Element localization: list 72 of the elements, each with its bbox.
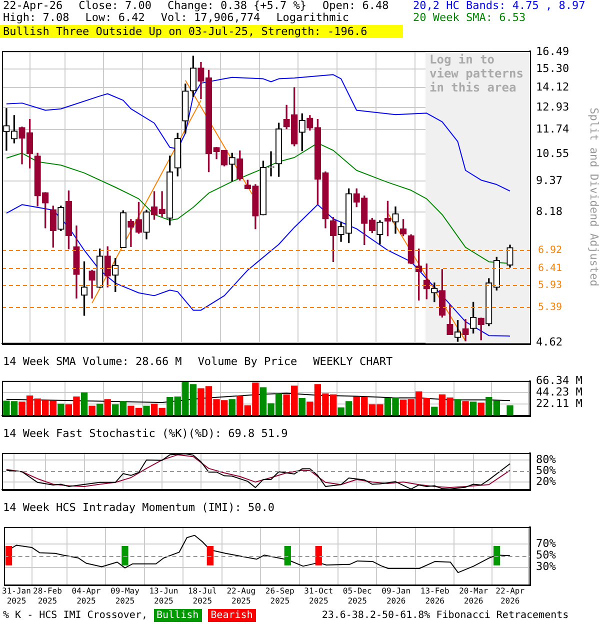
text: 22-Apr-26 [3, 0, 63, 12]
chart-title: 14 Week SMA Volume: 28.66 M [3, 355, 182, 368]
text: Open: 6.48 [322, 0, 389, 12]
y-tick-label: 20% [536, 474, 556, 488]
text: Change: 0.38 {+5.7 %} [167, 0, 307, 12]
bar [143, 406, 150, 416]
bar [298, 398, 306, 416]
y-tick-label: 12.93 [536, 100, 570, 114]
x-tick-label: 31-Oct 2025 [304, 586, 334, 606]
chart-title: 14 Week Fast Stochastic (%K)(%D): 69.8 51.9 [3, 427, 288, 440]
y-tick-label: 30% [536, 560, 556, 574]
y-tick-label: 14.12 [536, 80, 570, 94]
x-tick-label: 26-Sep 2025 [265, 586, 295, 606]
text: Volume By Price [198, 355, 298, 368]
y-tick-label: 22.11 M [536, 396, 583, 410]
x-tick-label: 22-Apr 2026 [496, 586, 525, 606]
bar [462, 401, 469, 416]
band-label: Log in to view patterns in this area [430, 52, 524, 95]
chart-title: 14 Week HCS Intraday Momentum (IMI): 50.0 [3, 501, 275, 514]
text: Logarithmic [276, 11, 350, 24]
ref-line-label: 5.39 [538, 302, 562, 314]
bar [88, 406, 96, 416]
y-tick-label: 11.74 [536, 122, 570, 136]
bar [228, 399, 236, 416]
x-tick-label: 13-Jun 2025 [149, 586, 178, 606]
text: Vol: 17,906,774 [160, 11, 260, 24]
text: WEEKLY CHART [313, 355, 393, 368]
x-tick-label: 05-Dec 2025 [342, 586, 372, 606]
y-tick-label: 50% [536, 464, 556, 477]
bar [470, 402, 477, 416]
bar [80, 392, 88, 416]
y-tick-label: 80% [536, 452, 556, 466]
text: Low: 6.42 [85, 11, 145, 24]
y-tick-label: 8.18 [536, 204, 562, 218]
bar [506, 405, 514, 416]
x-tick-label: 09-Jan 2026 [382, 586, 411, 606]
y-tick-label: 15.30 [536, 62, 570, 76]
y-tick-label: 4.62 [536, 335, 562, 348]
ref-line-label: 5.93 [538, 280, 562, 292]
x-tick-label: 31-Jan 2025 [2, 586, 32, 606]
y-tick-label: 50% [536, 548, 556, 562]
x-tick-label: 22-Aug 2025 [226, 586, 256, 606]
y-axis-title: Split and Dividend Adjusted [588, 108, 600, 286]
y-tick-label: 70% [536, 536, 556, 550]
text: High: 7.08 [3, 11, 70, 24]
bar [104, 399, 111, 416]
bar [478, 402, 484, 416]
text: 23.6-38.2-50-61.8% Fibonacci Retracements [322, 609, 569, 622]
chart-subtitle: Bullish Three Outside Up on 03-Jul-25, Strength: -196.6 [0, 25, 403, 38]
text: Bearish [208, 609, 256, 622]
bar [96, 404, 104, 416]
x-tick-label: 13-Feb 2026 [420, 586, 450, 606]
text: Close: 7.00 [78, 0, 152, 12]
legend-title: % K - HCS IMI Crossover, [3, 609, 148, 622]
x-tick-label: 20-Mar 2026 [459, 586, 488, 606]
bar [58, 404, 64, 416]
x-tick-label: 09-May 2025 [110, 586, 140, 606]
ref-line-label: 6.41 [538, 263, 562, 274]
y-tick-label: 16.49 [536, 44, 570, 58]
y-tick-label: 10.55 [536, 146, 570, 160]
ref-line-label: 6.92 [538, 245, 562, 256]
x-tick-label: 28-Feb 2025 [33, 586, 62, 606]
bar [454, 399, 462, 416]
text: 20,2 HC Bands: 4.75 , 8.97 [413, 0, 586, 12]
y-tick-label: 66.34 M [536, 374, 583, 388]
bar [431, 406, 438, 416]
text: Bullish [154, 609, 202, 622]
y-tick-label: 44.23 M [536, 385, 583, 398]
y-tick-label: 9.37 [536, 174, 562, 187]
text: 20 Week SMA: 6.53 [413, 11, 527, 24]
x-tick-label: 04-Apr 2025 [72, 586, 101, 606]
x-tick-label: 18-Jul 2025 [188, 586, 218, 606]
